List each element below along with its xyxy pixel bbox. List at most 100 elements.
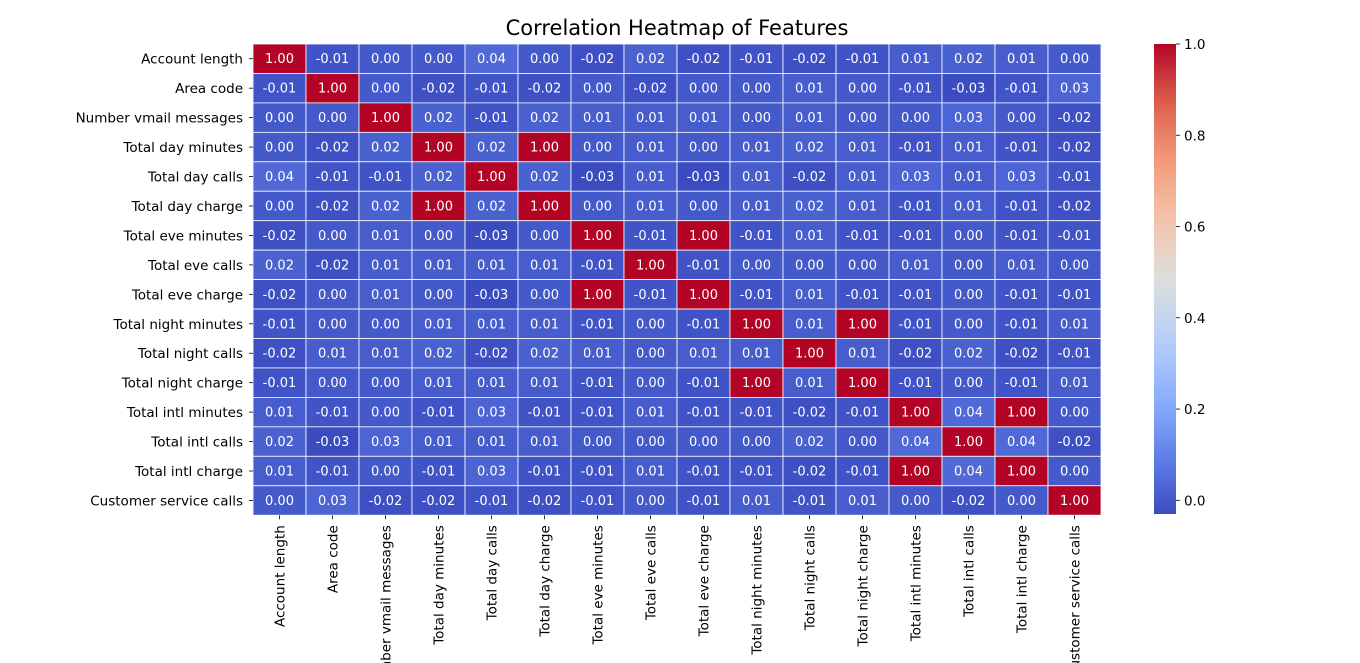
heatmap-cell <box>1047 249 1102 280</box>
heatmap-cell-value: -0.02 <box>1058 435 1092 450</box>
heatmap-cell <box>835 43 890 74</box>
heatmap-cell <box>623 426 678 457</box>
heatmap-cell <box>252 455 307 487</box>
heatmap-cell-value: -0.01 <box>1005 229 1039 244</box>
heatmap-cell-value: 0.01 <box>477 376 506 391</box>
heatmap-cell-value: 0.01 <box>371 288 400 303</box>
heatmap-cell-value: 0.01 <box>636 111 665 126</box>
heatmap-cell <box>888 367 943 398</box>
heatmap-cell <box>252 396 307 428</box>
heatmap-cell <box>676 220 731 251</box>
heatmap-cell <box>888 161 943 192</box>
heatmap-cell <box>570 73 625 104</box>
heatmap-cell-value: -0.01 <box>1005 82 1039 97</box>
heatmap-cell <box>782 161 837 192</box>
heatmap-cell <box>994 367 1049 398</box>
y-tick-label-total-day-calls: Total day calls <box>147 170 243 186</box>
heatmap-cell <box>411 426 466 457</box>
x-tick-label-total-eve-calls: Total eve calls <box>644 525 660 621</box>
heatmap-cell-value: 1.00 <box>265 52 294 67</box>
heatmap-cell <box>358 396 413 428</box>
heatmap-cell-value: 0.00 <box>371 317 400 332</box>
heatmap-cell-value: -0.01 <box>1058 288 1092 303</box>
heatmap-cell-value: -0.01 <box>899 376 933 391</box>
heatmap-cell-value: 0.01 <box>477 258 506 273</box>
heatmap-cell <box>782 485 837 516</box>
colorbar-gradient <box>1154 44 1176 514</box>
heatmap-cell <box>1047 131 1102 163</box>
heatmap-cell-value: -0.01 <box>316 52 350 67</box>
heatmap-cell <box>835 73 890 104</box>
heatmap-cell <box>994 161 1049 192</box>
heatmap-cell <box>994 73 1049 104</box>
heatmap-cell-value: 0.01 <box>424 258 453 273</box>
heatmap-cell-value: -0.02 <box>475 347 509 362</box>
heatmap-cell <box>305 190 360 222</box>
heatmap-cell-value: -0.02 <box>528 494 562 509</box>
heatmap-cell <box>305 308 360 339</box>
heatmap-cell <box>358 455 413 487</box>
x-tick-label-total-intl-minutes: Total intl minutes <box>909 525 925 642</box>
heatmap-cell-value: -0.01 <box>316 406 350 421</box>
heatmap-cell-value: 1.00 <box>477 170 506 185</box>
heatmap-cell-value: 0.01 <box>954 199 983 214</box>
heatmap-cell-value: 0.00 <box>583 435 612 450</box>
heatmap-cell-value: 1.00 <box>742 376 771 391</box>
heatmap-cell-value: 0.00 <box>742 111 771 126</box>
heatmap-cell-value: 0.00 <box>424 288 453 303</box>
x-tick-label-total-intl-calls: Total intl calls <box>962 525 978 618</box>
heatmap-cell-value: -0.02 <box>422 82 456 97</box>
heatmap-cell-value: -0.01 <box>740 229 774 244</box>
heatmap-cell <box>835 308 890 339</box>
heatmap-cell <box>782 367 837 398</box>
heatmap-cell-value: -0.02 <box>1058 111 1092 126</box>
heatmap-cell <box>305 43 360 74</box>
heatmap-cell-value: 0.01 <box>424 376 453 391</box>
heatmap-cell-value: 1.00 <box>848 376 877 391</box>
heatmap-cell <box>305 220 360 251</box>
heatmap-cell <box>835 249 890 280</box>
heatmap-cell <box>729 396 784 428</box>
heatmap-cell-value: 0.01 <box>1060 317 1089 332</box>
heatmap-cell-value: 0.00 <box>954 288 983 303</box>
heatmap-cell <box>729 249 784 280</box>
heatmap-cell-value: 0.01 <box>530 258 559 273</box>
heatmap-cell-value: 0.01 <box>371 347 400 362</box>
heatmap-cell <box>782 73 837 104</box>
heatmap-cell-value: 0.00 <box>530 229 559 244</box>
heatmap-cell-value: 1.00 <box>795 347 824 362</box>
heatmap-cell-value: 1.00 <box>318 82 347 97</box>
heatmap-cell <box>888 455 943 487</box>
heatmap-cell-value: 0.01 <box>795 111 824 126</box>
x-tick-label-total-eve-minutes: Total eve minutes <box>591 525 607 645</box>
heatmap-cell <box>517 73 572 104</box>
heatmap-cell <box>411 102 466 133</box>
heatmap-cell-value: -0.01 <box>846 229 880 244</box>
heatmap-cell-value: -0.02 <box>1058 141 1092 156</box>
heatmap-cell-value: -0.02 <box>793 406 827 421</box>
x-tick-label-area-code: Area code <box>326 525 342 593</box>
heatmap-cell-value: 0.00 <box>742 82 771 97</box>
heatmap-cell <box>358 190 413 222</box>
heatmap-cell <box>782 308 837 339</box>
y-tick-label-total-intl-minutes: Total intl minutes <box>126 405 243 421</box>
heatmap-cell-value: 0.00 <box>318 376 347 391</box>
heatmap-cell <box>1047 102 1102 133</box>
y-tick-label-total-night-calls: Total night calls <box>137 346 243 362</box>
heatmap-cell-value: -0.01 <box>1058 170 1092 185</box>
chart-title: Correlation Heatmap of Features <box>506 16 849 40</box>
heatmap-cell-value: -0.02 <box>952 494 986 509</box>
y-tick-label-total-eve-minutes: Total eve minutes <box>123 228 243 244</box>
y-tick-label-number-vmail-messages: Number vmail messages <box>76 111 243 127</box>
heatmap-cell <box>358 338 413 369</box>
heatmap-cell-value: 0.02 <box>530 111 559 126</box>
heatmap-cell <box>782 220 837 251</box>
heatmap-cell-value: -0.01 <box>634 229 668 244</box>
heatmap-cell-value: 0.00 <box>848 111 877 126</box>
heatmap-cell-value: 0.01 <box>848 170 877 185</box>
colorbar-tick-label: 0.4 <box>1184 311 1205 327</box>
heatmap-cell <box>676 161 731 192</box>
heatmap-cell-value: 0.03 <box>901 170 930 185</box>
heatmap-cell-value: -0.01 <box>1005 376 1039 391</box>
